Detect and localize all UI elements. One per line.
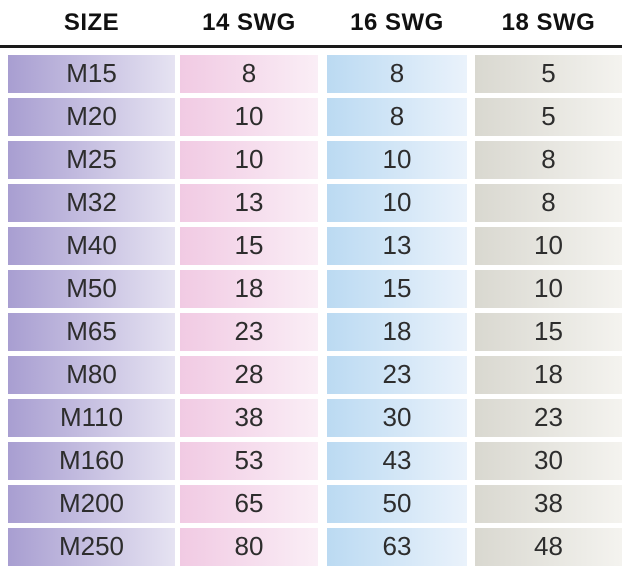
cell-swg16: 15 <box>327 269 467 308</box>
header-cell-swg16: 16 SWG <box>350 8 444 36</box>
cell-swg14: 18 <box>180 269 318 308</box>
cell-swg18: 48 <box>475 527 622 566</box>
cell-swg16: 43 <box>327 441 467 480</box>
table-row: M25 10 10 8 <box>8 140 628 179</box>
cell-size: M32 <box>8 183 175 222</box>
cell-size: M40 <box>8 226 175 265</box>
cell-size: M160 <box>8 441 175 480</box>
cell-size: M25 <box>8 140 175 179</box>
cell-swg18: 10 <box>475 269 622 308</box>
table-header: SIZE 14 SWG 16 SWG 18 SWG <box>8 0 628 45</box>
table-row: M20 10 8 5 <box>8 97 628 136</box>
cell-swg14: 15 <box>180 226 318 265</box>
cell-swg14: 10 <box>180 97 318 136</box>
table-row: M250 80 63 48 <box>8 527 628 566</box>
table-row: M50 18 15 10 <box>8 269 628 308</box>
table-row: M200 65 50 38 <box>8 484 628 523</box>
cell-swg18: 10 <box>475 226 622 265</box>
cell-swg16: 30 <box>327 398 467 437</box>
cell-swg16: 13 <box>327 226 467 265</box>
table-row: M160 53 43 30 <box>8 441 628 480</box>
cell-swg16: 50 <box>327 484 467 523</box>
cell-swg14: 8 <box>180 54 318 93</box>
cell-swg18: 8 <box>475 183 622 222</box>
cell-swg18: 23 <box>475 398 622 437</box>
cell-swg16: 10 <box>327 183 467 222</box>
cell-size: M15 <box>8 54 175 93</box>
cell-swg16: 23 <box>327 355 467 394</box>
cell-swg18: 5 <box>475 54 622 93</box>
cell-size: M20 <box>8 97 175 136</box>
cell-swg16: 8 <box>327 54 467 93</box>
table-row: M15 8 8 5 <box>8 54 628 93</box>
cell-swg18: 18 <box>475 355 622 394</box>
cell-swg18: 15 <box>475 312 622 351</box>
cell-swg18: 5 <box>475 97 622 136</box>
cell-size: M110 <box>8 398 175 437</box>
cell-swg18: 38 <box>475 484 622 523</box>
cell-swg16: 10 <box>327 140 467 179</box>
cell-size: M80 <box>8 355 175 394</box>
cell-swg14: 13 <box>180 183 318 222</box>
cell-size: M250 <box>8 527 175 566</box>
table-row: M32 13 10 8 <box>8 183 628 222</box>
header-cell-swg18: 18 SWG <box>501 8 596 36</box>
cell-swg14: 53 <box>180 441 318 480</box>
table-row: M80 28 23 18 <box>8 355 628 394</box>
header-cell-size: SIZE <box>63 8 120 36</box>
cell-size: M200 <box>8 484 175 523</box>
cell-size: M65 <box>8 312 175 351</box>
header-cell-swg14: 14 SWG <box>202 8 296 36</box>
header-divider <box>0 45 622 48</box>
table-row: M40 15 13 10 <box>8 226 628 265</box>
cell-swg14: 38 <box>180 398 318 437</box>
cell-size: M50 <box>8 269 175 308</box>
cell-swg18: 8 <box>475 140 622 179</box>
cell-swg16: 18 <box>327 312 467 351</box>
table-body: M15 8 8 5 M20 10 8 5 M25 10 10 8 M32 13 10 8 M40 15 13 10 M5… <box>0 54 628 566</box>
cell-swg14: 65 <box>180 484 318 523</box>
table-row: M110 38 30 23 <box>8 398 628 437</box>
cell-swg14: 28 <box>180 355 318 394</box>
cell-swg18: 30 <box>475 441 622 480</box>
cell-swg14: 10 <box>180 140 318 179</box>
table-row: M65 23 18 15 <box>8 312 628 351</box>
cell-swg14: 80 <box>180 527 318 566</box>
cell-swg16: 63 <box>327 527 467 566</box>
cell-swg16: 8 <box>327 97 467 136</box>
cell-swg14: 23 <box>180 312 318 351</box>
